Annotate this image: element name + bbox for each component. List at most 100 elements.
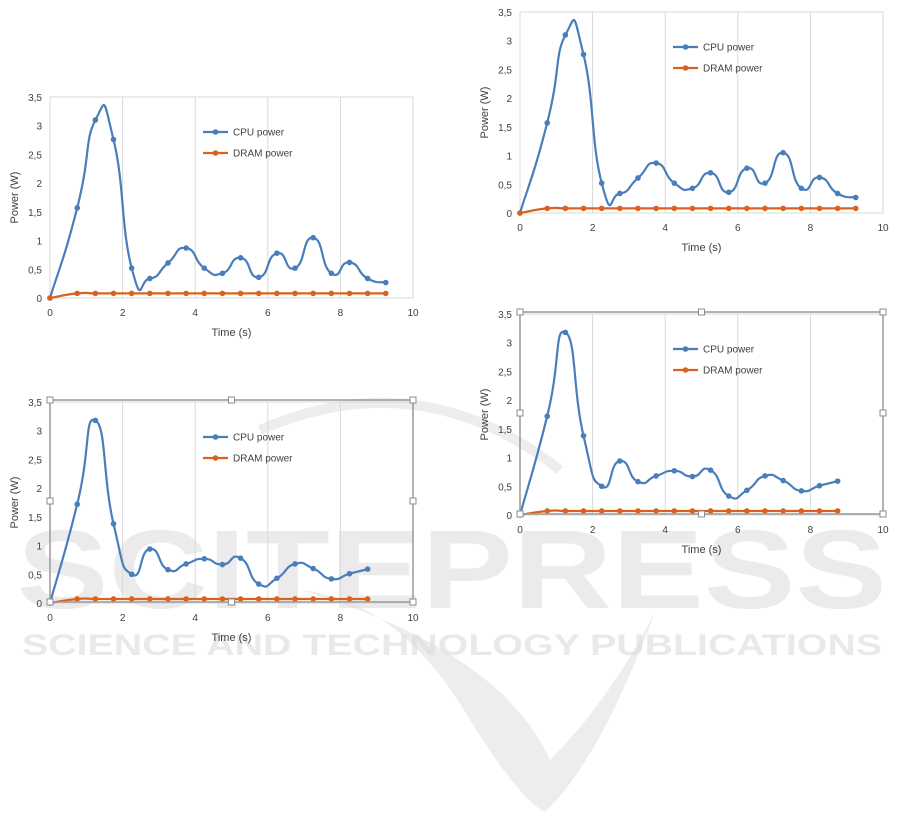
data-point bbox=[816, 174, 823, 181]
data-point bbox=[74, 596, 81, 602]
data-point bbox=[346, 259, 353, 266]
data-point bbox=[671, 508, 678, 514]
y-tick-label: 2 bbox=[36, 179, 42, 190]
power-chart-top-right[interactable]: 0 2 4 6 8 10 0 0,5 1 1,5 2 2,5 3 3,5 Time (s) Power (W)… bbox=[470, 0, 900, 260]
x-tick-label: 8 bbox=[808, 223, 814, 234]
data-point bbox=[762, 180, 768, 186]
x-tick-label: 6 bbox=[735, 525, 741, 536]
data-point bbox=[201, 265, 208, 271]
data-point bbox=[74, 290, 81, 297]
data-point bbox=[798, 185, 805, 192]
data-point bbox=[292, 596, 298, 602]
data-point bbox=[598, 205, 605, 212]
data-point bbox=[653, 473, 659, 479]
y-tick-label: 3,5 bbox=[28, 398, 42, 409]
y-tick-label: 2 bbox=[506, 396, 512, 407]
legend-swatch-marker bbox=[682, 44, 689, 50]
data-point bbox=[653, 160, 659, 166]
x-axis-title: Time (s) bbox=[212, 327, 252, 339]
legend-swatch-marker bbox=[682, 367, 689, 373]
legend-swatch-marker bbox=[212, 455, 219, 461]
data-point bbox=[544, 120, 551, 126]
resize-handle bbox=[516, 308, 524, 316]
data-point bbox=[689, 473, 696, 480]
data-point bbox=[183, 561, 189, 567]
data-point bbox=[744, 487, 750, 494]
data-point bbox=[274, 575, 280, 582]
data-point bbox=[165, 290, 171, 297]
data-point bbox=[346, 596, 353, 602]
data-point bbox=[92, 117, 99, 123]
data-point bbox=[201, 596, 208, 602]
y-tick-label: 0 bbox=[36, 294, 42, 305]
resize-handle bbox=[409, 497, 417, 505]
data-point bbox=[780, 205, 786, 212]
x-tick-label: 6 bbox=[735, 223, 741, 234]
data-point bbox=[92, 417, 99, 424]
data-point bbox=[328, 270, 335, 277]
data-point bbox=[562, 329, 569, 336]
resize-handle bbox=[698, 308, 705, 316]
data-point bbox=[671, 180, 678, 186]
x-tick-label: 0 bbox=[47, 308, 53, 319]
data-point bbox=[183, 290, 189, 297]
power-chart-bottom-right[interactable]: 0 2 4 6 8 10 0 0,5 1 1,5 2 2,5 3 3,5 Time (s) Power (W)… bbox=[470, 302, 900, 562]
data-point bbox=[852, 205, 859, 212]
data-point bbox=[744, 165, 750, 172]
data-point bbox=[762, 205, 768, 212]
data-point bbox=[328, 290, 335, 297]
data-point bbox=[744, 508, 750, 514]
data-point bbox=[780, 149, 786, 156]
x-axis-title: Time (s) bbox=[212, 632, 252, 644]
resize-handle bbox=[879, 510, 887, 518]
plot-area bbox=[519, 313, 884, 516]
data-point bbox=[346, 290, 353, 297]
data-point bbox=[517, 210, 523, 216]
data-point bbox=[580, 51, 587, 58]
data-point bbox=[562, 508, 569, 514]
y-tick-label: 1 bbox=[36, 542, 42, 553]
data-point bbox=[364, 566, 371, 572]
x-tick-label: 2 bbox=[590, 525, 596, 536]
y-tick-label: 0 bbox=[506, 511, 512, 522]
x-tick-label: 10 bbox=[407, 613, 419, 624]
data-point bbox=[852, 194, 859, 201]
data-point bbox=[219, 290, 226, 297]
data-point bbox=[128, 265, 135, 271]
data-point bbox=[310, 596, 316, 602]
y-tick-label: 0,5 bbox=[28, 570, 42, 581]
data-point bbox=[580, 432, 587, 439]
data-point bbox=[328, 576, 335, 582]
data-point bbox=[653, 508, 659, 514]
chart-svg: 0 2 4 6 8 10 0 0,5 1 1,5 2 2,5 3 3,5 Time (s) Power (W)… bbox=[9, 93, 419, 339]
data-point bbox=[274, 596, 280, 602]
data-point bbox=[617, 508, 623, 514]
y-tick-label: 0 bbox=[36, 599, 42, 610]
data-point bbox=[255, 274, 262, 281]
x-tick-label: 0 bbox=[517, 525, 523, 536]
data-point bbox=[47, 295, 53, 301]
y-axis-title: Power (W) bbox=[9, 477, 21, 529]
data-point bbox=[798, 508, 805, 514]
plot-area bbox=[49, 401, 414, 604]
power-chart-bottom-left[interactable]: 0 2 4 6 8 10 0 0,5 1 1,5 2 2,5 3 3,5 Time (s) Power (W)… bbox=[0, 390, 430, 650]
x-tick-label: 4 bbox=[662, 223, 668, 234]
data-point bbox=[110, 596, 117, 602]
data-point bbox=[147, 290, 153, 297]
watermark-tagline: SCIENCE AND TECHNOLOGY PUBLICATIONS bbox=[22, 629, 882, 662]
data-point bbox=[165, 566, 171, 573]
resize-handle bbox=[516, 510, 524, 518]
data-point bbox=[201, 555, 208, 562]
legend-label: DRAM power bbox=[703, 366, 763, 377]
y-tick-label: 1,5 bbox=[498, 123, 512, 134]
data-point bbox=[707, 170, 714, 176]
data-point bbox=[544, 508, 551, 514]
data-point bbox=[780, 508, 786, 514]
x-tick-label: 10 bbox=[877, 525, 889, 536]
data-point bbox=[74, 501, 81, 508]
y-axis-title: Power (W) bbox=[479, 389, 491, 441]
power-chart-top-left[interactable]: 0 2 4 6 8 10 0 0,5 1 1,5 2 2,5 3 3,5 Time (s) Power (W)… bbox=[0, 85, 430, 345]
y-tick-label: 2,5 bbox=[498, 65, 512, 76]
x-tick-label: 10 bbox=[877, 223, 889, 234]
data-point bbox=[274, 250, 280, 257]
